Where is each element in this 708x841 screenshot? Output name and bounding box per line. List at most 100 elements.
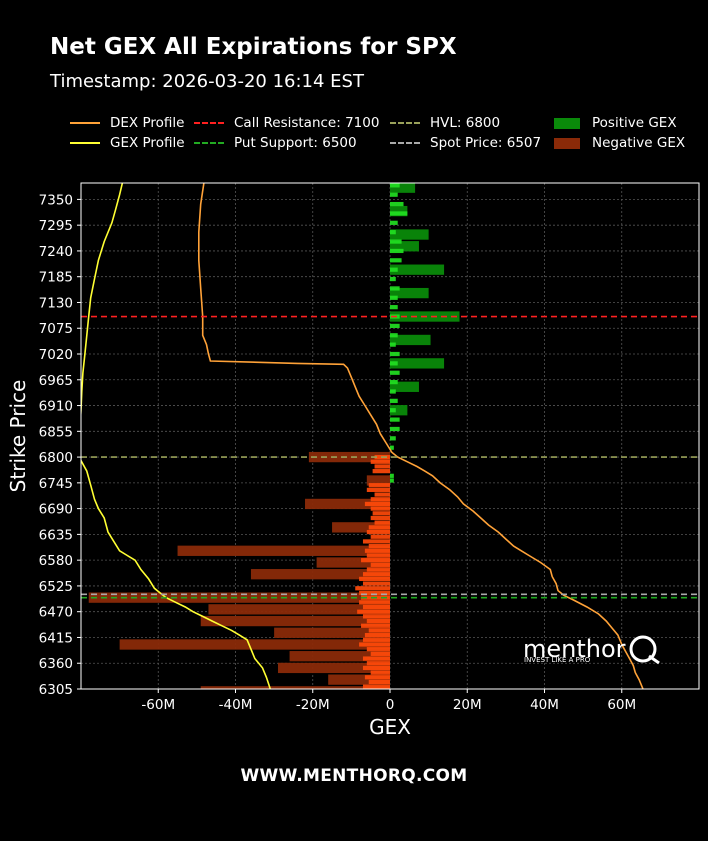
legend-label: Negative GEX: [592, 135, 686, 151]
gex-bar-narrow: [362, 656, 390, 661]
gex-bar-wide: [305, 498, 390, 510]
gex-bar-narrow: [390, 436, 396, 441]
gex-bar-narrow: [359, 642, 390, 647]
gex-bar-narrow: [366, 661, 390, 666]
gex-bar-wide: [316, 557, 390, 568]
y-tick-label: 6415: [39, 630, 73, 646]
gex-bar-narrow: [366, 618, 390, 624]
gex-bar-narrow: [362, 665, 390, 671]
gex-bar-narrow: [362, 604, 390, 610]
gex-bar-narrow: [362, 614, 390, 619]
y-tick-label: 6305: [39, 682, 73, 698]
gex-bar-narrow: [390, 323, 400, 329]
y-tick-label: 6635: [39, 527, 73, 543]
gex-bar-narrow: [366, 529, 390, 535]
gex-bar-narrow: [361, 558, 390, 563]
gex-bar-narrow: [390, 258, 402, 263]
legend-label: Put Support: 6500: [234, 135, 357, 151]
gex-bar-narrow: [370, 497, 390, 502]
y-tick-label: 6580: [39, 553, 73, 569]
gex-bar-wide: [328, 674, 390, 685]
gex-bar-wide: [119, 639, 390, 650]
y-axis-label: Strike Price: [6, 380, 30, 493]
gex-bar-narrow: [374, 464, 390, 469]
plot-content: [81, 183, 699, 689]
legend-swatch: [194, 122, 224, 124]
gex-bar-narrow: [366, 553, 390, 558]
x-tick-label: 0: [386, 697, 395, 713]
y-tick-label: 6800: [39, 450, 73, 466]
watermark-q-tail: [648, 654, 660, 665]
gex-bar-narrow: [368, 483, 390, 488]
x-axis-label: GEX: [369, 715, 411, 739]
gex-bar-narrow: [390, 473, 394, 478]
y-tick-label: 6965: [39, 373, 73, 389]
gex-bar-narrow: [374, 492, 390, 497]
legend-item-5: Spot Price: 6507: [390, 135, 541, 151]
gex-bar-narrow: [390, 305, 398, 310]
chart-legend: DEX Profile GEX Profile Call Resistance: 7…: [70, 115, 700, 157]
gex-bar-narrow: [390, 380, 398, 385]
x-tick-label: -60M: [141, 697, 175, 713]
legend-swatch: [194, 142, 224, 144]
gex-bar-wide: [390, 381, 419, 392]
y-tick-label: 7020: [39, 347, 73, 363]
footer-url[interactable]: WWW.MENTHORQ.COM: [240, 766, 468, 786]
gex-bar-wide: [366, 475, 390, 486]
gex-bar-narrow: [390, 183, 400, 188]
x-tick-label: 40M: [530, 697, 559, 713]
gex-bar-narrow: [390, 286, 400, 291]
gex-bar-narrow: [390, 445, 394, 450]
legend-swatch: [390, 122, 420, 124]
gex-bar-narrow: [390, 239, 402, 244]
x-tick-label: 20M: [453, 697, 482, 713]
watermark-tagline: INVEST LIKE A PRO: [524, 656, 591, 664]
gex-bar-wide: [88, 592, 390, 603]
y-tick-label: 6525: [39, 579, 73, 595]
legend-item-0: DEX Profile: [70, 115, 184, 131]
gex-bar-narrow: [368, 525, 390, 530]
legend-label: Positive GEX: [592, 115, 677, 131]
gex-bar-narrow: [368, 679, 390, 685]
y-tick-label: 6470: [39, 605, 73, 621]
gex-bar-wide: [250, 569, 390, 580]
legend-item-1: GEX Profile: [70, 135, 185, 151]
gex-bar-narrow: [364, 548, 390, 553]
gex-bar-narrow: [370, 651, 390, 656]
gex-bar-wide: [332, 522, 390, 533]
gex-bar-wide: [390, 287, 429, 299]
gex-bar-narrow: [370, 515, 390, 521]
gex-bar-narrow: [370, 562, 390, 567]
gex-bar-narrow: [359, 600, 390, 605]
gex-bar-narrow: [390, 478, 394, 483]
gex-bar-narrow: [390, 333, 398, 338]
legend-label: Call Resistance: 7100: [234, 115, 380, 131]
gex-bar-narrow: [390, 351, 400, 357]
y-tick-label: 7240: [39, 244, 73, 260]
gex-bar-narrow: [370, 534, 390, 539]
legend-item-3: Put Support: 6500: [194, 135, 357, 151]
gex-bar-narrow: [390, 211, 408, 216]
legend-item-7: Negative GEX: [554, 135, 685, 151]
y-tick-label: 7130: [39, 295, 73, 311]
gex-bar-narrow: [370, 459, 390, 464]
gex-bar-narrow: [362, 684, 390, 689]
gex-bar-narrow: [362, 572, 390, 577]
gex-bar-narrow: [390, 230, 396, 235]
gex-bar-wide: [200, 615, 390, 627]
gex-bar-narrow: [362, 637, 390, 642]
gex-bar-narrow: [366, 487, 390, 492]
legend-item-4: HVL: 6800: [390, 115, 500, 131]
gex-bar-narrow: [390, 248, 404, 254]
gex-bar-wide: [208, 604, 390, 615]
gex-bar-narrow: [390, 267, 398, 272]
gex-bar-wide: [274, 627, 390, 638]
gex-bar-narrow: [390, 201, 404, 207]
gex-bar-narrow: [364, 633, 390, 638]
gex-bar-narrow: [390, 220, 398, 225]
gex-bar-wide: [390, 358, 445, 369]
chart-title: Net GEX All Expirations for SPX: [50, 34, 457, 60]
gex-bar-narrow: [390, 398, 398, 403]
gex-bar-wide: [277, 662, 390, 674]
